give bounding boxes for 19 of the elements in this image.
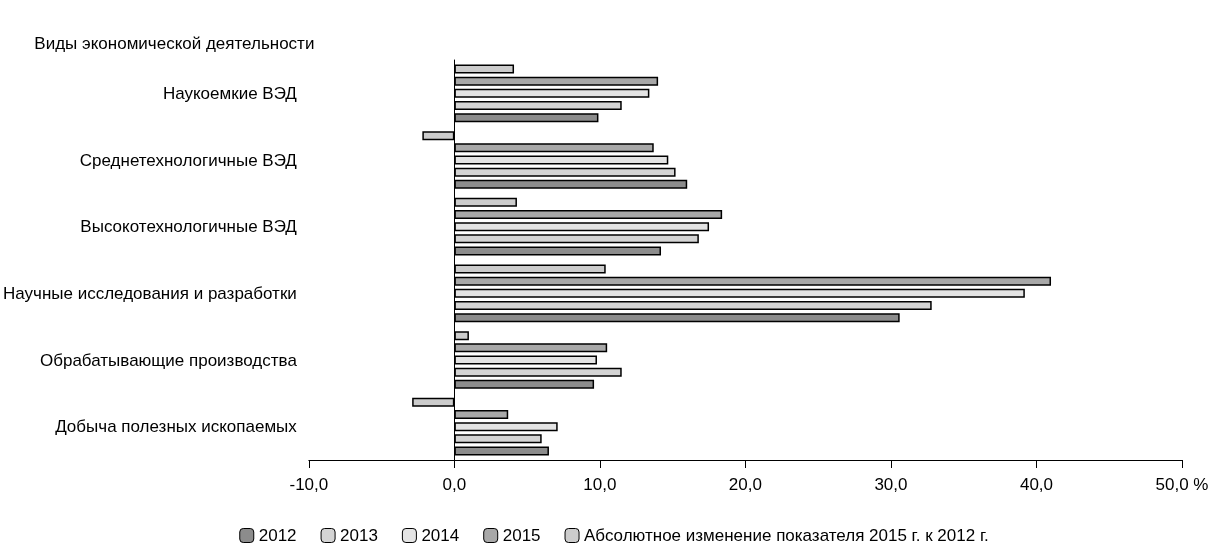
x-tick-label: 10,0 (583, 475, 617, 494)
legend-label: 2012 (258, 526, 297, 545)
x-tick-label: 30,0 (874, 475, 908, 494)
legend-label: 2015 (502, 526, 541, 545)
y-tick-label: Среднетехнологичные ВЭД (79, 150, 298, 170)
x-tick-label: 40,0 (1019, 475, 1054, 494)
y-tick-label: Обрабатывающие производства (40, 350, 298, 370)
y-axis-title: Виды экономической деятельности (34, 33, 315, 53)
y-tick-label: Наукоемкие ВЭД (162, 83, 298, 103)
legend-label: Абсолютное изменение показателя 2015 г. к 2012 г. (584, 526, 989, 545)
y-tick-label: Научные исследования и разработки (3, 283, 297, 303)
legend-label: 2013 (340, 526, 378, 545)
x-tick-label: 0,0 (442, 475, 467, 494)
y-tick-label: Высокотехнологичные ВЭД (80, 217, 298, 237)
y-tick-label: Добыча полезных ископаемых (55, 417, 298, 437)
x-tick-label: -10,0 (289, 475, 329, 494)
legend-label: 2014 (421, 526, 460, 545)
x-tick-label: 20,0 (728, 475, 762, 494)
x-tick-label: 50,0 % (1155, 475, 1209, 494)
